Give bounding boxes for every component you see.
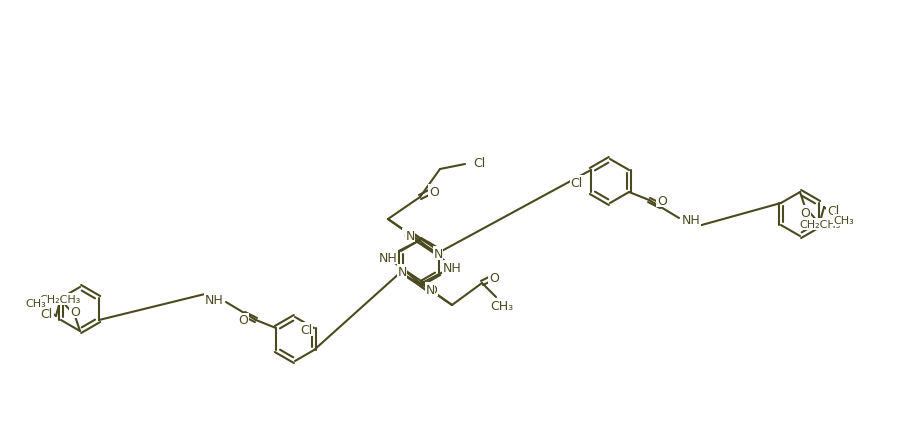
- Text: O: O: [403, 229, 413, 242]
- Text: NH: NH: [443, 261, 461, 274]
- Text: NH: NH: [205, 294, 223, 307]
- Text: CH₂CH₃: CH₂CH₃: [799, 219, 841, 230]
- Text: Cl: Cl: [41, 307, 53, 320]
- Text: O: O: [489, 271, 499, 284]
- Text: N: N: [433, 247, 443, 260]
- Text: O: O: [429, 185, 439, 198]
- Text: CH₃: CH₃: [834, 215, 854, 225]
- Text: O: O: [800, 206, 810, 219]
- Text: CH₂CH₃: CH₂CH₃: [39, 294, 81, 304]
- Text: CH₃: CH₃: [25, 298, 46, 308]
- Text: N: N: [425, 283, 435, 296]
- Text: N: N: [405, 229, 415, 242]
- Text: Cl: Cl: [300, 323, 313, 336]
- Text: NH: NH: [681, 214, 700, 227]
- Text: O: O: [657, 194, 667, 207]
- Text: CH₃: CH₃: [490, 299, 514, 312]
- Text: N: N: [398, 265, 407, 278]
- Text: Cl: Cl: [473, 156, 485, 169]
- Text: NH: NH: [379, 251, 398, 264]
- Text: O: O: [427, 283, 437, 296]
- Text: Cl: Cl: [571, 176, 583, 189]
- Text: O: O: [70, 305, 80, 318]
- Text: O: O: [238, 314, 248, 327]
- Text: Cl: Cl: [827, 204, 839, 217]
